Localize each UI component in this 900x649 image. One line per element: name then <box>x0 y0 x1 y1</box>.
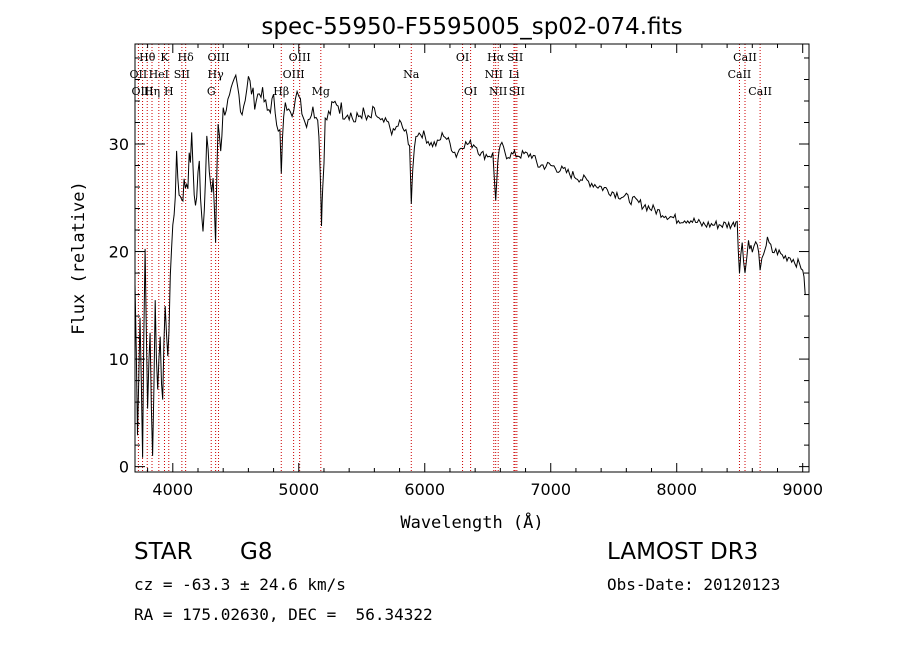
y-tick-label-30: 30 <box>109 135 129 154</box>
x-tick-label-7000: 7000 <box>530 480 571 499</box>
line-label-17: OI <box>456 51 469 64</box>
x-tick-label-9000: 9000 <box>782 480 823 499</box>
coordinates: RA = 175.02630, DEC = 56.34322 <box>134 605 433 624</box>
line-label-20: NII <box>485 68 503 81</box>
line-label-0: Hθ <box>139 51 156 64</box>
y-tick-label-10: 10 <box>109 350 129 369</box>
line-label-11: G <box>207 85 216 98</box>
line-label-19: Hα <box>487 51 505 64</box>
line-label-18: OI <box>464 85 477 98</box>
line-label-27: CaII <box>748 85 772 98</box>
y-tick-label-20: 20 <box>109 243 129 262</box>
line-label-25: CaII <box>733 51 757 64</box>
line-label-15: Mg <box>312 85 330 98</box>
line-label-12: OIII <box>289 51 311 64</box>
line-label-8: Hδ <box>178 51 195 64</box>
y-tick-label-0: 0 <box>119 458 129 477</box>
line-label-14: Hβ <box>273 85 289 98</box>
line-label-9: OIII <box>207 51 229 64</box>
y-axis-label: Flux (relative) <box>69 181 89 335</box>
survey-label: LAMOST DR3 <box>607 539 759 565</box>
object-subclass: G8 <box>240 539 273 565</box>
x-axis-ticks: 4000 5000 6000 7000 8000 9000 <box>147 44 823 499</box>
line-label-6: H <box>164 85 174 98</box>
line-label-1: OII <box>130 68 148 81</box>
x-tick-label-8000: 8000 <box>656 480 697 499</box>
x-tick-label-4000: 4000 <box>152 480 193 499</box>
line-label-4: Hη <box>144 85 160 98</box>
line-label-16: Na <box>403 68 420 81</box>
plot-frame <box>134 43 810 473</box>
line-label-22: SII <box>507 51 523 64</box>
line-label-23: Li <box>509 68 520 81</box>
x-axis-label: Wavelength (Å) <box>400 511 543 533</box>
observation-date: Obs-Date: 20120123 <box>607 575 781 594</box>
line-label-10: Hγ <box>208 68 225 81</box>
line-label-5: K <box>160 51 169 64</box>
line-label-24: SII <box>509 85 525 98</box>
redshift-velocity: cz = -63.3 ± 24.6 km/s <box>134 575 346 594</box>
chart-title: spec-55950-F5595005_sp02-074.fits <box>261 14 682 40</box>
flux-series-line <box>134 73 806 458</box>
y-axis-ticks: 0 10 20 30 <box>109 57 809 477</box>
line-label-7: SII <box>174 68 190 81</box>
spectral-line-markers <box>137 44 761 472</box>
line-label-3: HeI <box>149 68 169 81</box>
object-class: STAR <box>134 539 193 565</box>
line-label-21: NII <box>489 85 507 98</box>
line-label-26: CaII <box>728 68 752 81</box>
x-tick-label-6000: 6000 <box>404 480 445 499</box>
x-tick-label-5000: 5000 <box>278 480 319 499</box>
line-label-2: OIII <box>132 85 154 98</box>
line-label-13: OIII <box>283 68 305 81</box>
